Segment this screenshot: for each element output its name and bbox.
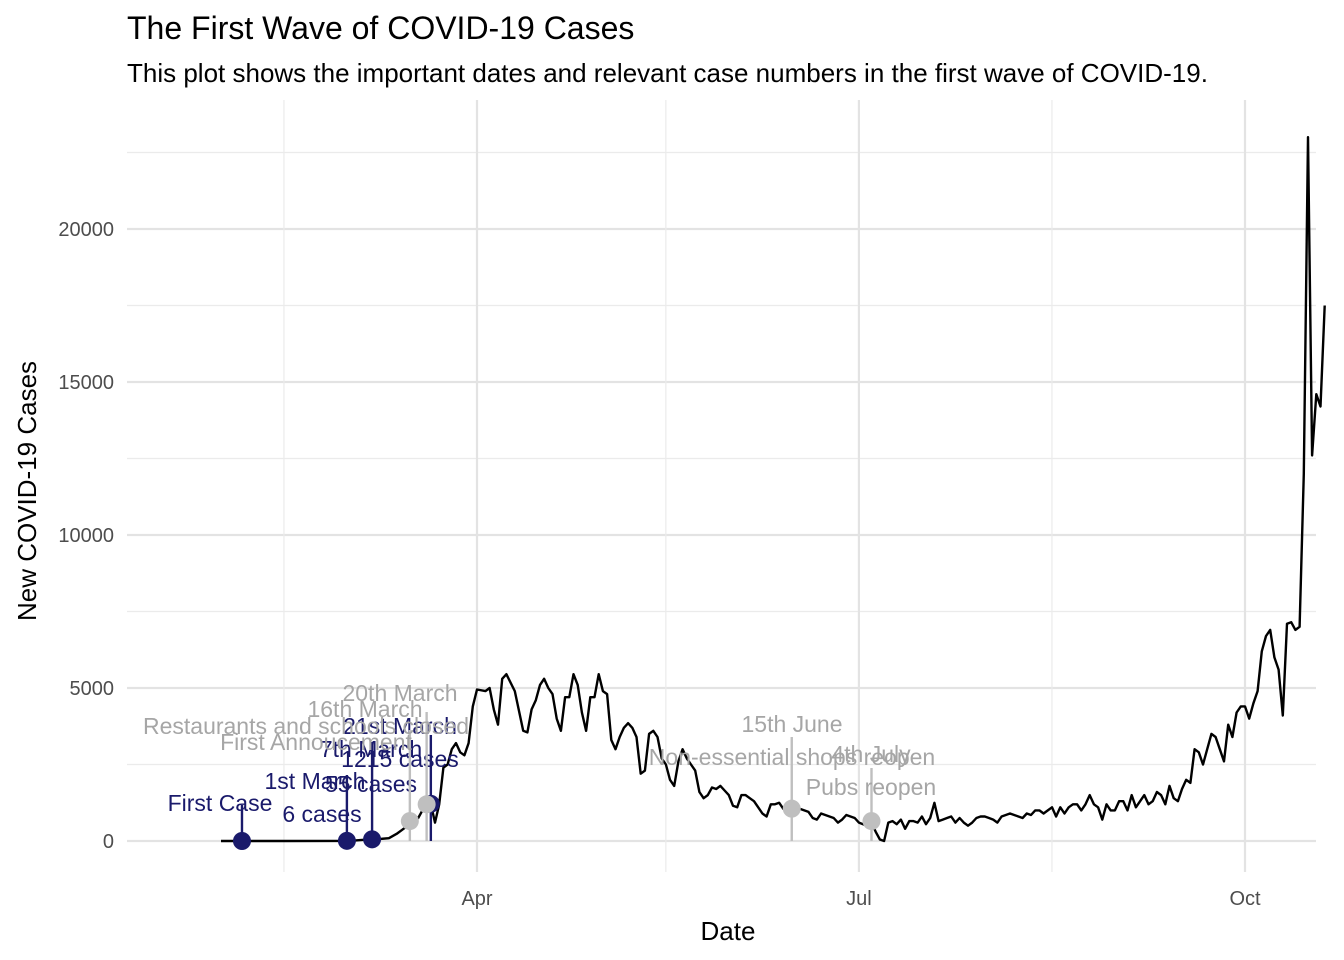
annotation-label: 21st March — [343, 713, 457, 739]
x-tick-label: Oct — [1229, 888, 1261, 910]
annotation-point — [782, 799, 801, 818]
annotation-label: 55 cases — [325, 771, 417, 797]
x-axis-title: Date — [701, 916, 756, 946]
annotation-label: First Annoucement — [220, 729, 412, 755]
annotation-label: 16th March — [307, 696, 422, 722]
series — [221, 136, 1326, 843]
annotation-label: First Case — [168, 790, 273, 816]
annotation-point — [232, 832, 251, 850]
series-line — [221, 136, 1326, 843]
chart-title: The First Wave of COVID-19 Cases — [127, 10, 635, 46]
y-tick-label: 5000 — [70, 678, 115, 700]
y-tick-label: 10000 — [58, 525, 114, 547]
x-tick-label: Apr — [461, 888, 492, 910]
annotation-label: Non-essential shops reopen — [649, 744, 935, 770]
y-tick-label: 15000 — [58, 372, 114, 394]
y-tick-labels: 0 5000 10000 15000 20000 — [58, 219, 114, 853]
annotation-point — [862, 812, 881, 831]
annotation-label: 7th March — [320, 736, 422, 762]
annotation-point — [337, 831, 356, 850]
annotation-label: Restaurants and schools closed — [143, 713, 469, 739]
annotation-point — [417, 795, 436, 814]
annotation-label: 1215 cases — [341, 746, 459, 772]
x-tick-labels: Apr Jul Oct — [461, 888, 1261, 910]
annotation-label: 6 cases — [282, 801, 361, 827]
annotation-label: 20th March — [342, 680, 457, 706]
x-tick-label: Jul — [846, 888, 872, 910]
annotation-point — [363, 830, 382, 849]
y-axis-title: New COVID-19 Cases — [12, 361, 42, 621]
annotation-label: 4th July — [831, 741, 911, 767]
annotation-label: 15th June — [741, 711, 842, 737]
annotation-point — [400, 812, 419, 831]
annotation-label: Pubs reopen — [806, 774, 936, 800]
y-tick-label: 20000 — [58, 219, 114, 241]
chart-subtitle: This plot shows the important dates and … — [127, 58, 1208, 88]
y-tick-label: 0 — [103, 831, 114, 853]
annotation-label: 1st March — [265, 768, 366, 794]
